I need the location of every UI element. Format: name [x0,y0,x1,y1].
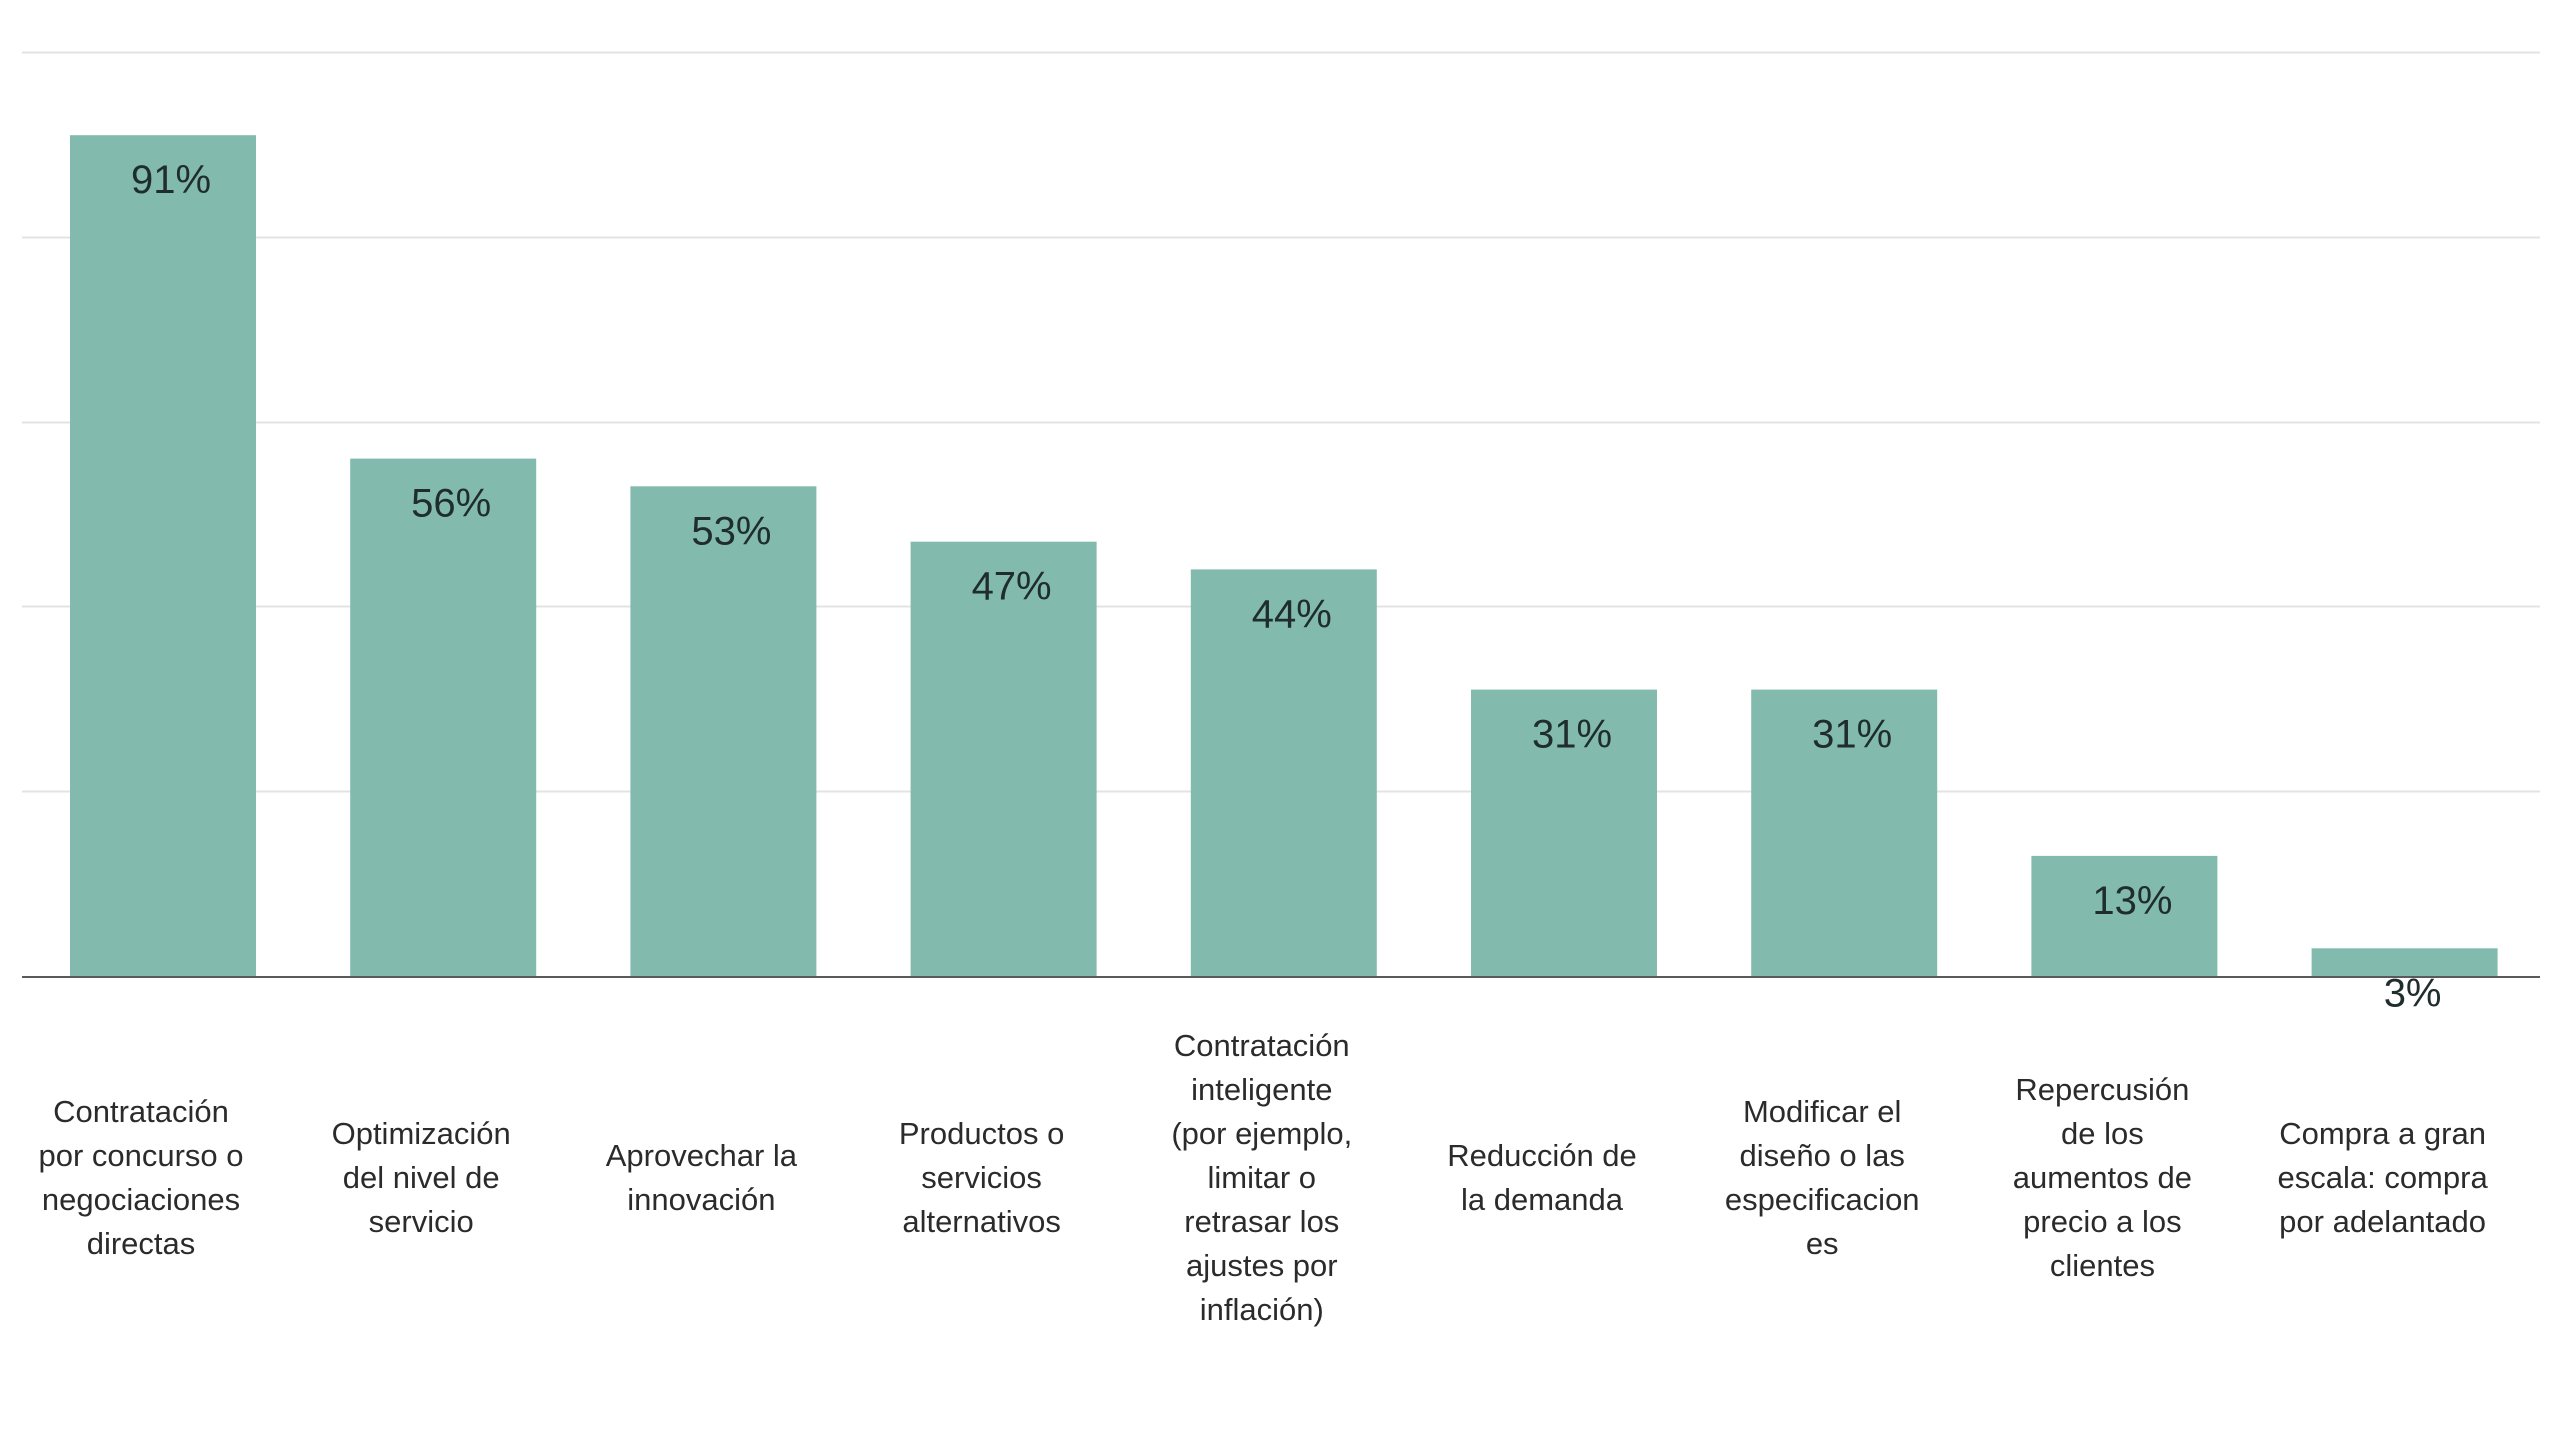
data-label: 44% [1252,592,1332,636]
data-label: 31% [1532,713,1612,757]
data-label: 13% [2092,879,2172,923]
data-label: 47% [972,565,1052,609]
bar [630,486,817,976]
bar [70,135,256,976]
bar [2031,855,2218,976]
x-tick-label: Compra a gran escala: compra por adelant… [2277,1116,2488,1239]
data-label: 53% [691,509,771,553]
bar [910,541,1097,976]
bar [1190,569,1377,976]
bar [350,458,537,977]
x-tick-label: Reducción de la demanda [1447,1138,1637,1217]
bar [1751,689,1938,976]
x-tick-label: Repercusión de los aumentos de precio a … [2012,1072,2192,1283]
data-label: 56% [411,482,491,526]
value-labels: 91% 56% 53% 47% 44% 31% 31% 13% 3% [131,158,2442,1015]
bars [70,135,2498,977]
x-tick-label: Aprovechar la innovación [605,1138,798,1217]
data-label: 91% [131,158,211,202]
x-tick-label: Modificar el diseño o las especificacion… [1724,1094,1920,1261]
bar [2311,948,2498,976]
x-tick-label: Contratación inteligente (por ejemplo, l… [1171,1028,1353,1327]
x-tick-label: Optimización del nivel de servicio [331,1116,511,1239]
data-label: 3% [2384,971,2442,1015]
data-label: 31% [1812,713,1892,757]
bar [1471,689,1657,976]
x-tick-label: Productos o servicios alternativos [898,1116,1065,1239]
x-tick-label: Contratación por concurso o negociacione… [38,1094,244,1261]
